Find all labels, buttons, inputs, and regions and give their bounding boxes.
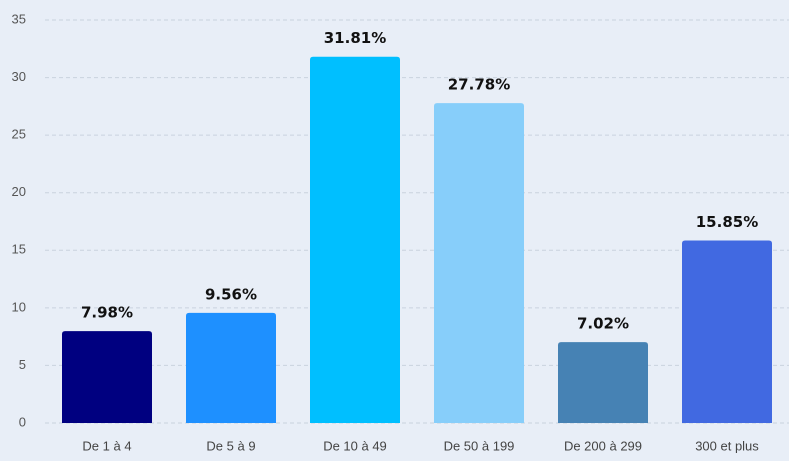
y-tick-label: 10	[12, 299, 26, 314]
x-tick-label: De 5 à 9	[206, 438, 255, 453]
y-tick-label: 5	[19, 357, 26, 372]
y-tick-label: 20	[12, 184, 26, 199]
bar	[682, 240, 772, 423]
bar	[186, 312, 276, 423]
x-tick-label: De 50 à 199	[444, 438, 515, 453]
bar	[434, 103, 524, 423]
y-tick-label: 35	[12, 11, 26, 26]
value-label: 7.02%	[577, 315, 629, 333]
value-label: 7.98%	[81, 304, 133, 322]
x-tick-label: 300 et plus	[695, 438, 759, 453]
y-tick-label: 0	[19, 414, 26, 429]
y-tick-label: 25	[12, 127, 26, 142]
value-label: 9.56%	[205, 285, 257, 303]
y-tick-label: 15	[12, 242, 26, 257]
value-label: 27.78%	[448, 76, 510, 94]
value-label: 15.85%	[696, 213, 758, 231]
x-tick-label: De 10 à 49	[323, 438, 387, 453]
bar	[62, 331, 152, 423]
y-tick-label: 30	[12, 69, 26, 84]
bar	[310, 56, 400, 424]
x-tick-label: De 200 à 299	[564, 438, 642, 453]
bar	[558, 342, 648, 423]
x-tick-label: De 1 à 4	[82, 438, 131, 453]
value-label: 31.81%	[324, 29, 386, 47]
